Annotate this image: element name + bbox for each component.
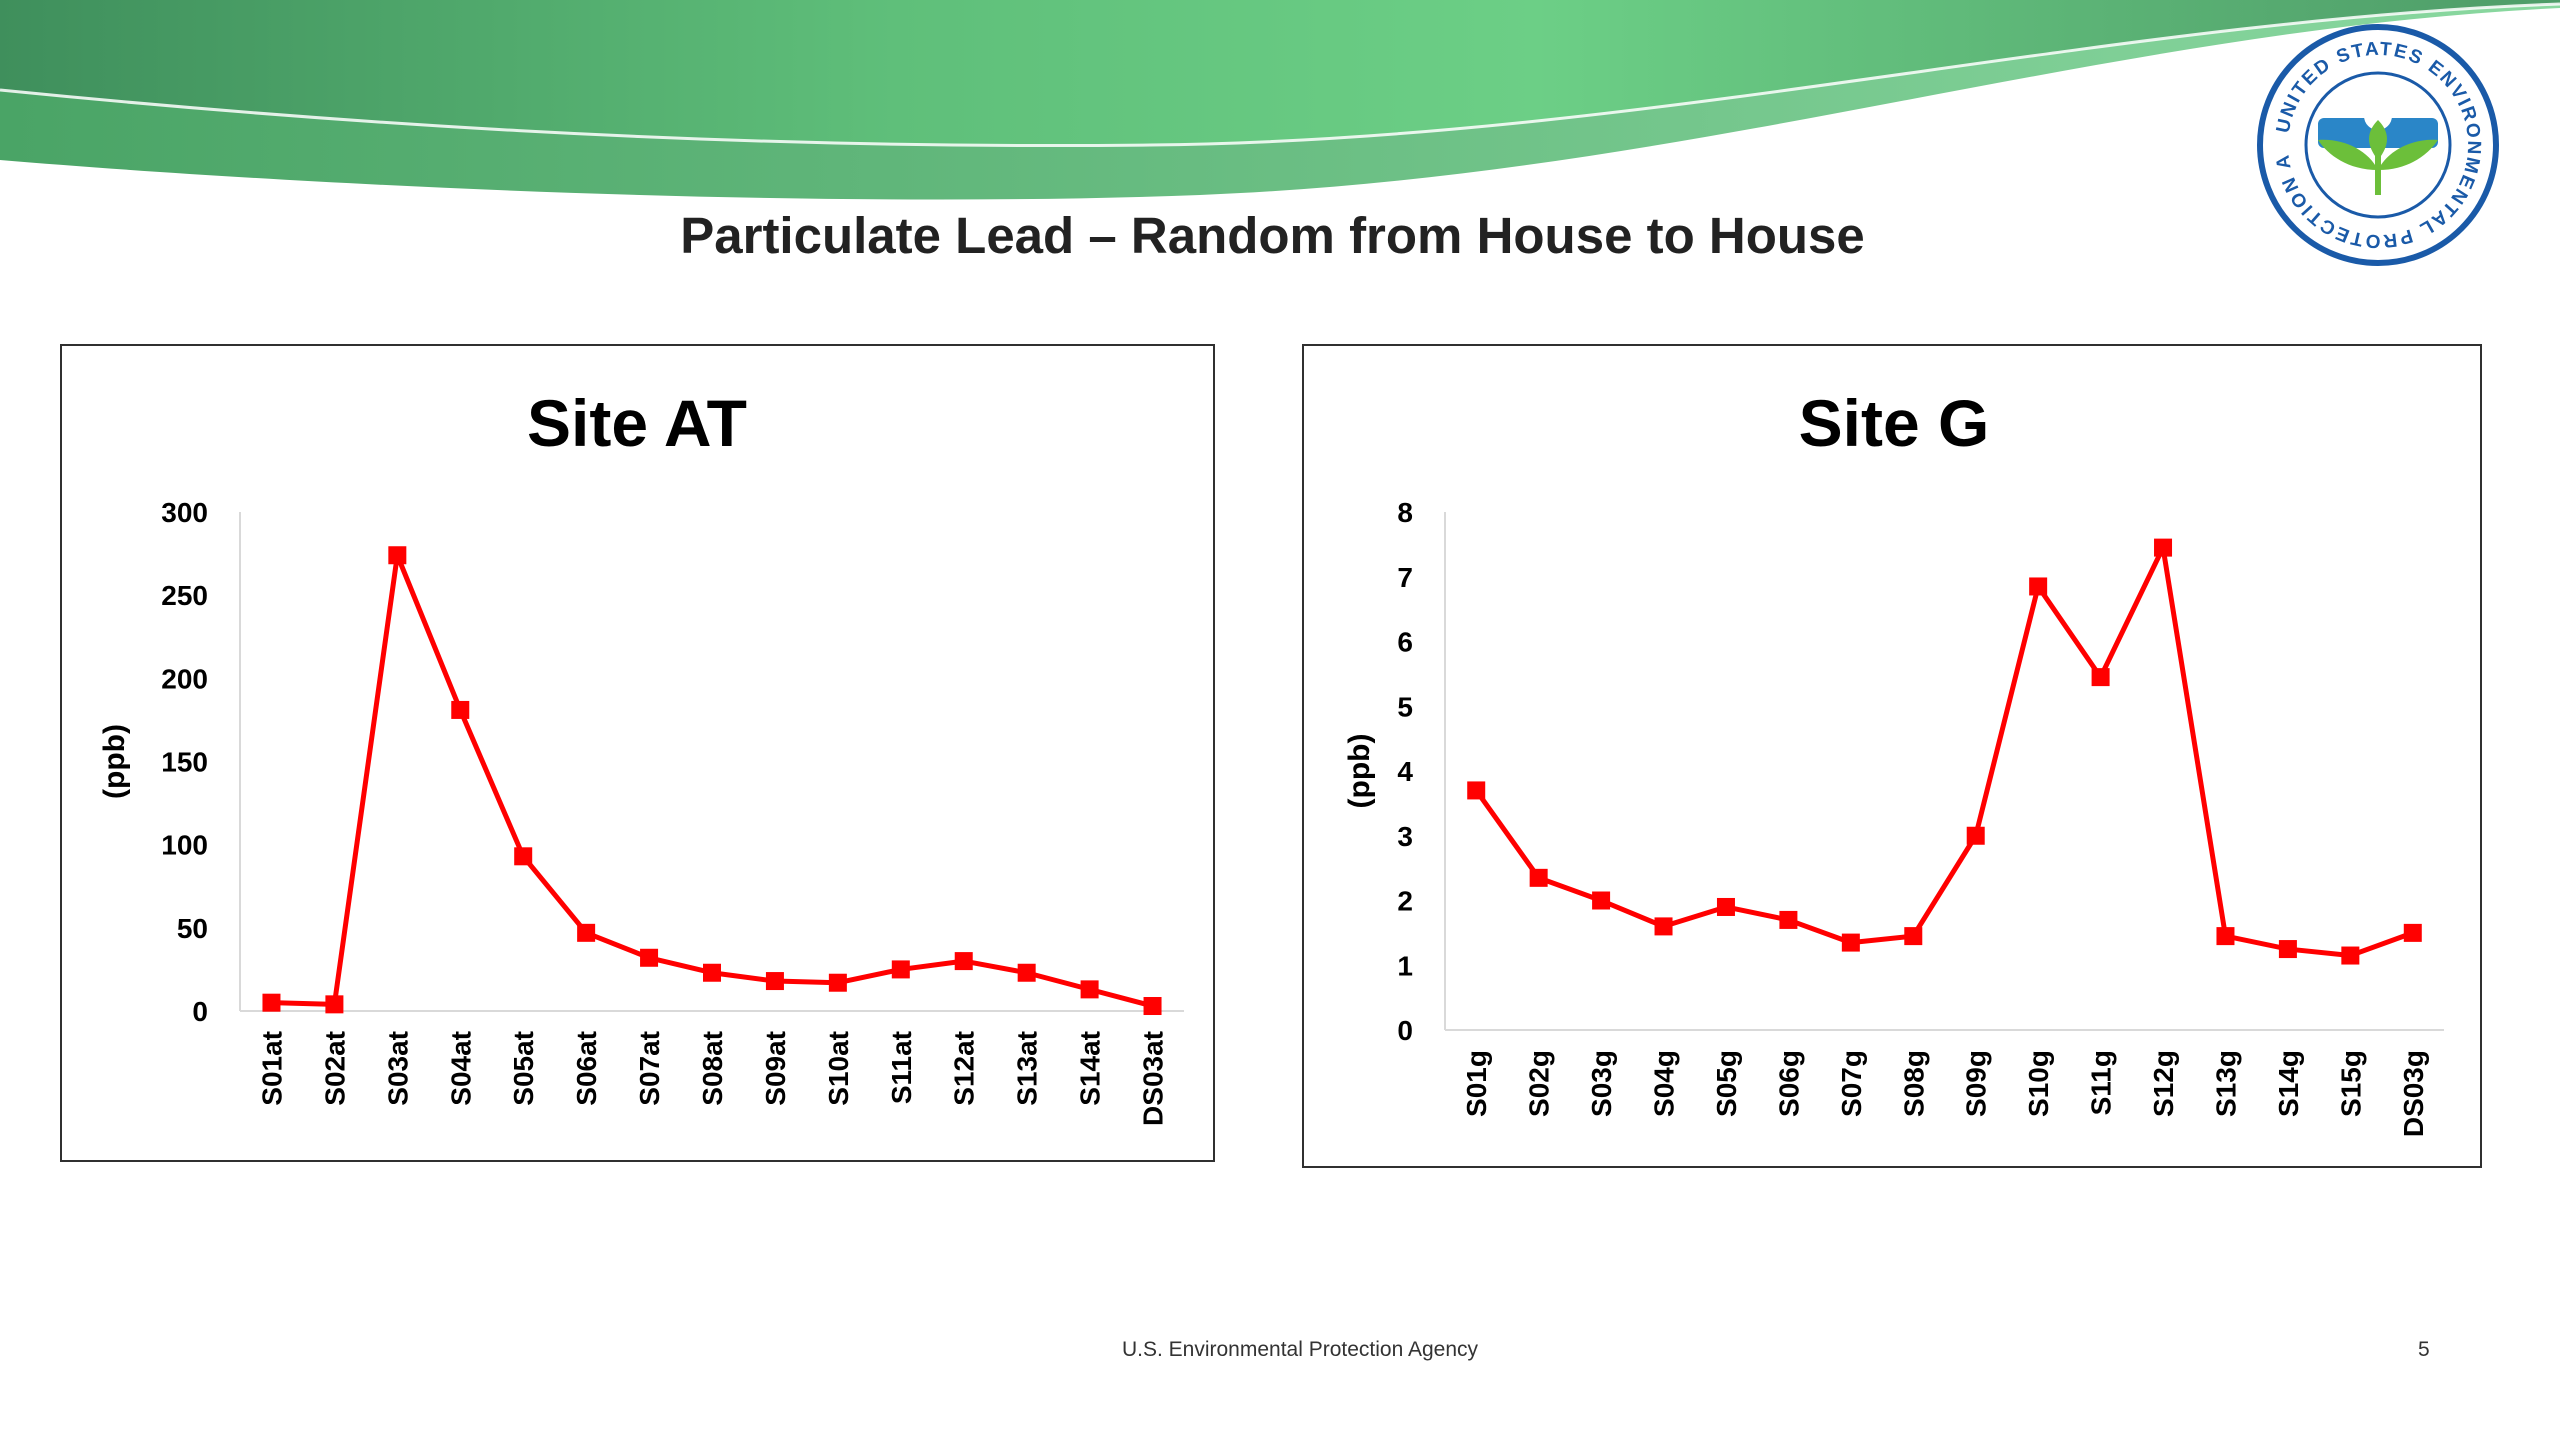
y-tick-label: 200 [161,663,208,694]
data-point-marker [2091,668,2110,687]
y-tick-label: 5 [1397,691,1413,722]
y-tick-label: 3 [1397,821,1413,852]
chart-title: Site AT [527,386,747,460]
data-point-marker [388,546,407,565]
x-tick-label: S08at [697,1031,728,1106]
epa-logo: UNITED STATES ENVIRONMENTAL PROTECTION A… [2200,4,2548,270]
data-point-marker [1017,963,1036,982]
data-point-marker [703,963,721,982]
x-tick-label: S02g [1524,1050,1555,1117]
slide-title: Particulate Lead – Random from House to … [680,207,1865,264]
data-point-marker [765,972,784,991]
y-tick-label: 1 [1397,950,1413,981]
data-point-marker [1592,891,1611,910]
series-line [271,552,1154,1009]
data-point-marker [1080,980,1099,999]
x-tick-label: S05g [1711,1050,1742,1117]
x-tick-label: S02at [319,1031,350,1106]
y-tick-label: 4 [1397,756,1413,787]
footer-agency: U.S. Environmental Protection Agency [1121,1338,1478,1361]
site-at-chart: Site AT (ppb) 0 50 100 150 200 250 300 S01at S02at… [98,386,1184,1126]
x-tick-label: S03g [1586,1050,1617,1117]
data-point-marker [2029,577,2048,596]
x-tick-label: S03at [382,1031,413,1106]
y-axis-label: (ppb) [1343,734,1376,809]
y-tick-label: 0 [192,996,208,1027]
data-point-marker [514,847,533,866]
data-point-marker [954,952,973,971]
x-tick-label: S11g [2086,1050,2117,1115]
x-tick-label: S05at [508,1031,539,1106]
x-tick-label: S06g [1773,1050,1804,1117]
data-point-marker [1654,917,1673,936]
data-point-marker [1467,781,1486,800]
y-axis-label: (ppb) [98,724,131,799]
y-tick-label: 50 [177,913,208,944]
data-point-marker [262,993,281,1012]
site-at-chart-panel: Site AT (ppb) 0 50 100 150 200 250 300 S01at S02at… [60,344,1215,1162]
data-point-marker [577,923,596,942]
data-point-marker [1966,826,1985,845]
x-tick-label: S14at [1075,1031,1106,1106]
x-tick-label: S12g [2148,1050,2179,1117]
data-point-marker [2341,946,2360,965]
data-point-marker [2216,927,2235,946]
x-tick-label: S06at [571,1031,602,1106]
page-number: 5 [2418,1338,2430,1361]
y-tick-label: 250 [161,580,208,611]
data-point-marker [1841,933,1860,952]
y-tick-label: 2 [1397,886,1413,917]
data-point-marker [2278,940,2297,959]
x-tick-label: S10at [823,1031,854,1106]
site-g-chart: Site G (ppb) 0 1 2 3 4 5 6 7 8 S01g S02g S03g S04g S05g… [1343,386,2444,1137]
site-g-chart-panel: Site G (ppb) 0 1 2 3 4 5 6 7 8 S01g S02g S03g S04g S05g… [1302,344,2482,1168]
y-tick-label: 150 [161,747,208,778]
data-point-marker [451,700,470,719]
x-tick-label: DS03at [1138,1031,1169,1126]
series-line [1474,545,2414,959]
data-point-marker [1716,897,1735,916]
data-point-marker [828,973,847,992]
data-point-marker [1143,997,1162,1016]
x-tick-label: S04at [445,1031,476,1106]
x-tick-label: S01g [1461,1050,1492,1117]
data-point-marker [891,960,910,979]
data-point-marker [640,948,659,967]
x-tick-label: S07g [1836,1050,1867,1117]
data-point-marker [2403,923,2422,942]
x-tick-label: S09g [1961,1050,1992,1117]
data-point-marker [1904,927,1923,946]
data-point-marker [1529,868,1548,887]
x-tick-label: S13at [1012,1031,1043,1106]
x-tick-label: S15g [2335,1050,2366,1117]
x-tick-label: S08g [1898,1050,1929,1117]
header-banner [0,0,2560,215]
x-tick-label: DS03g [2398,1050,2429,1137]
x-tick-label: S09at [760,1031,791,1106]
chart-title: Site G [1799,386,1990,460]
y-tick-label: 0 [1397,1015,1413,1046]
x-tick-label: S14g [2273,1050,2304,1117]
x-tick-label: S07at [634,1031,665,1106]
y-tick-label: 8 [1397,497,1413,528]
y-tick-label: 6 [1397,627,1413,658]
data-point-marker [325,995,344,1014]
y-tick-label: 7 [1397,562,1413,593]
x-tick-label: S13g [2210,1050,2241,1117]
x-tick-label: S10g [2023,1050,2054,1117]
x-tick-label: S01at [256,1031,287,1106]
data-point-marker [1779,910,1798,929]
y-tick-label: 300 [161,497,208,528]
y-tick-label: 100 [161,830,208,861]
x-tick-label: S12at [949,1031,980,1106]
data-point-marker [2154,538,2173,557]
x-tick-label: S04g [1649,1050,1680,1117]
x-tick-label: S11at [886,1031,917,1104]
